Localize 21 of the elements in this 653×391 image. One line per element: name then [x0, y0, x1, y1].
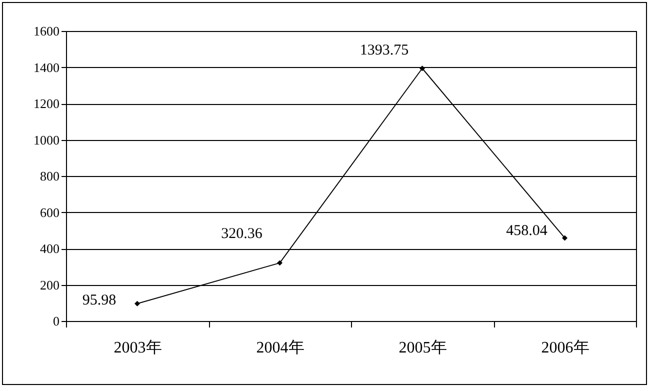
point — [562, 235, 568, 241]
point — [277, 260, 282, 266]
x-tick-label: 2005年 — [398, 340, 447, 356]
y-tick-label: 1400 — [34, 60, 60, 75]
y-tick-label: 1600 — [34, 24, 60, 38]
data-label: 458.04 — [506, 222, 548, 239]
data-label: 95.98 — [82, 292, 116, 309]
y-tick-label: 200 — [40, 277, 60, 292]
x-tick-label: 2003年 — [114, 340, 162, 356]
y-tick-label: 1000 — [34, 132, 60, 148]
point — [420, 66, 425, 72]
y-tick-label: 600 — [40, 204, 60, 220]
data-label: 1393.75 — [360, 42, 409, 58]
y-tick-label: 400 — [40, 241, 60, 256]
x-tick-label: 2004年 — [256, 340, 304, 356]
y-tick-label: 800 — [40, 168, 60, 184]
data-label: 320.36 — [221, 226, 263, 242]
y-tick-label: 0 — [53, 314, 60, 328]
y-tick-label: 1200 — [34, 96, 60, 111]
x-tick-label: 2006年 — [541, 340, 590, 356]
point — [134, 300, 140, 306]
